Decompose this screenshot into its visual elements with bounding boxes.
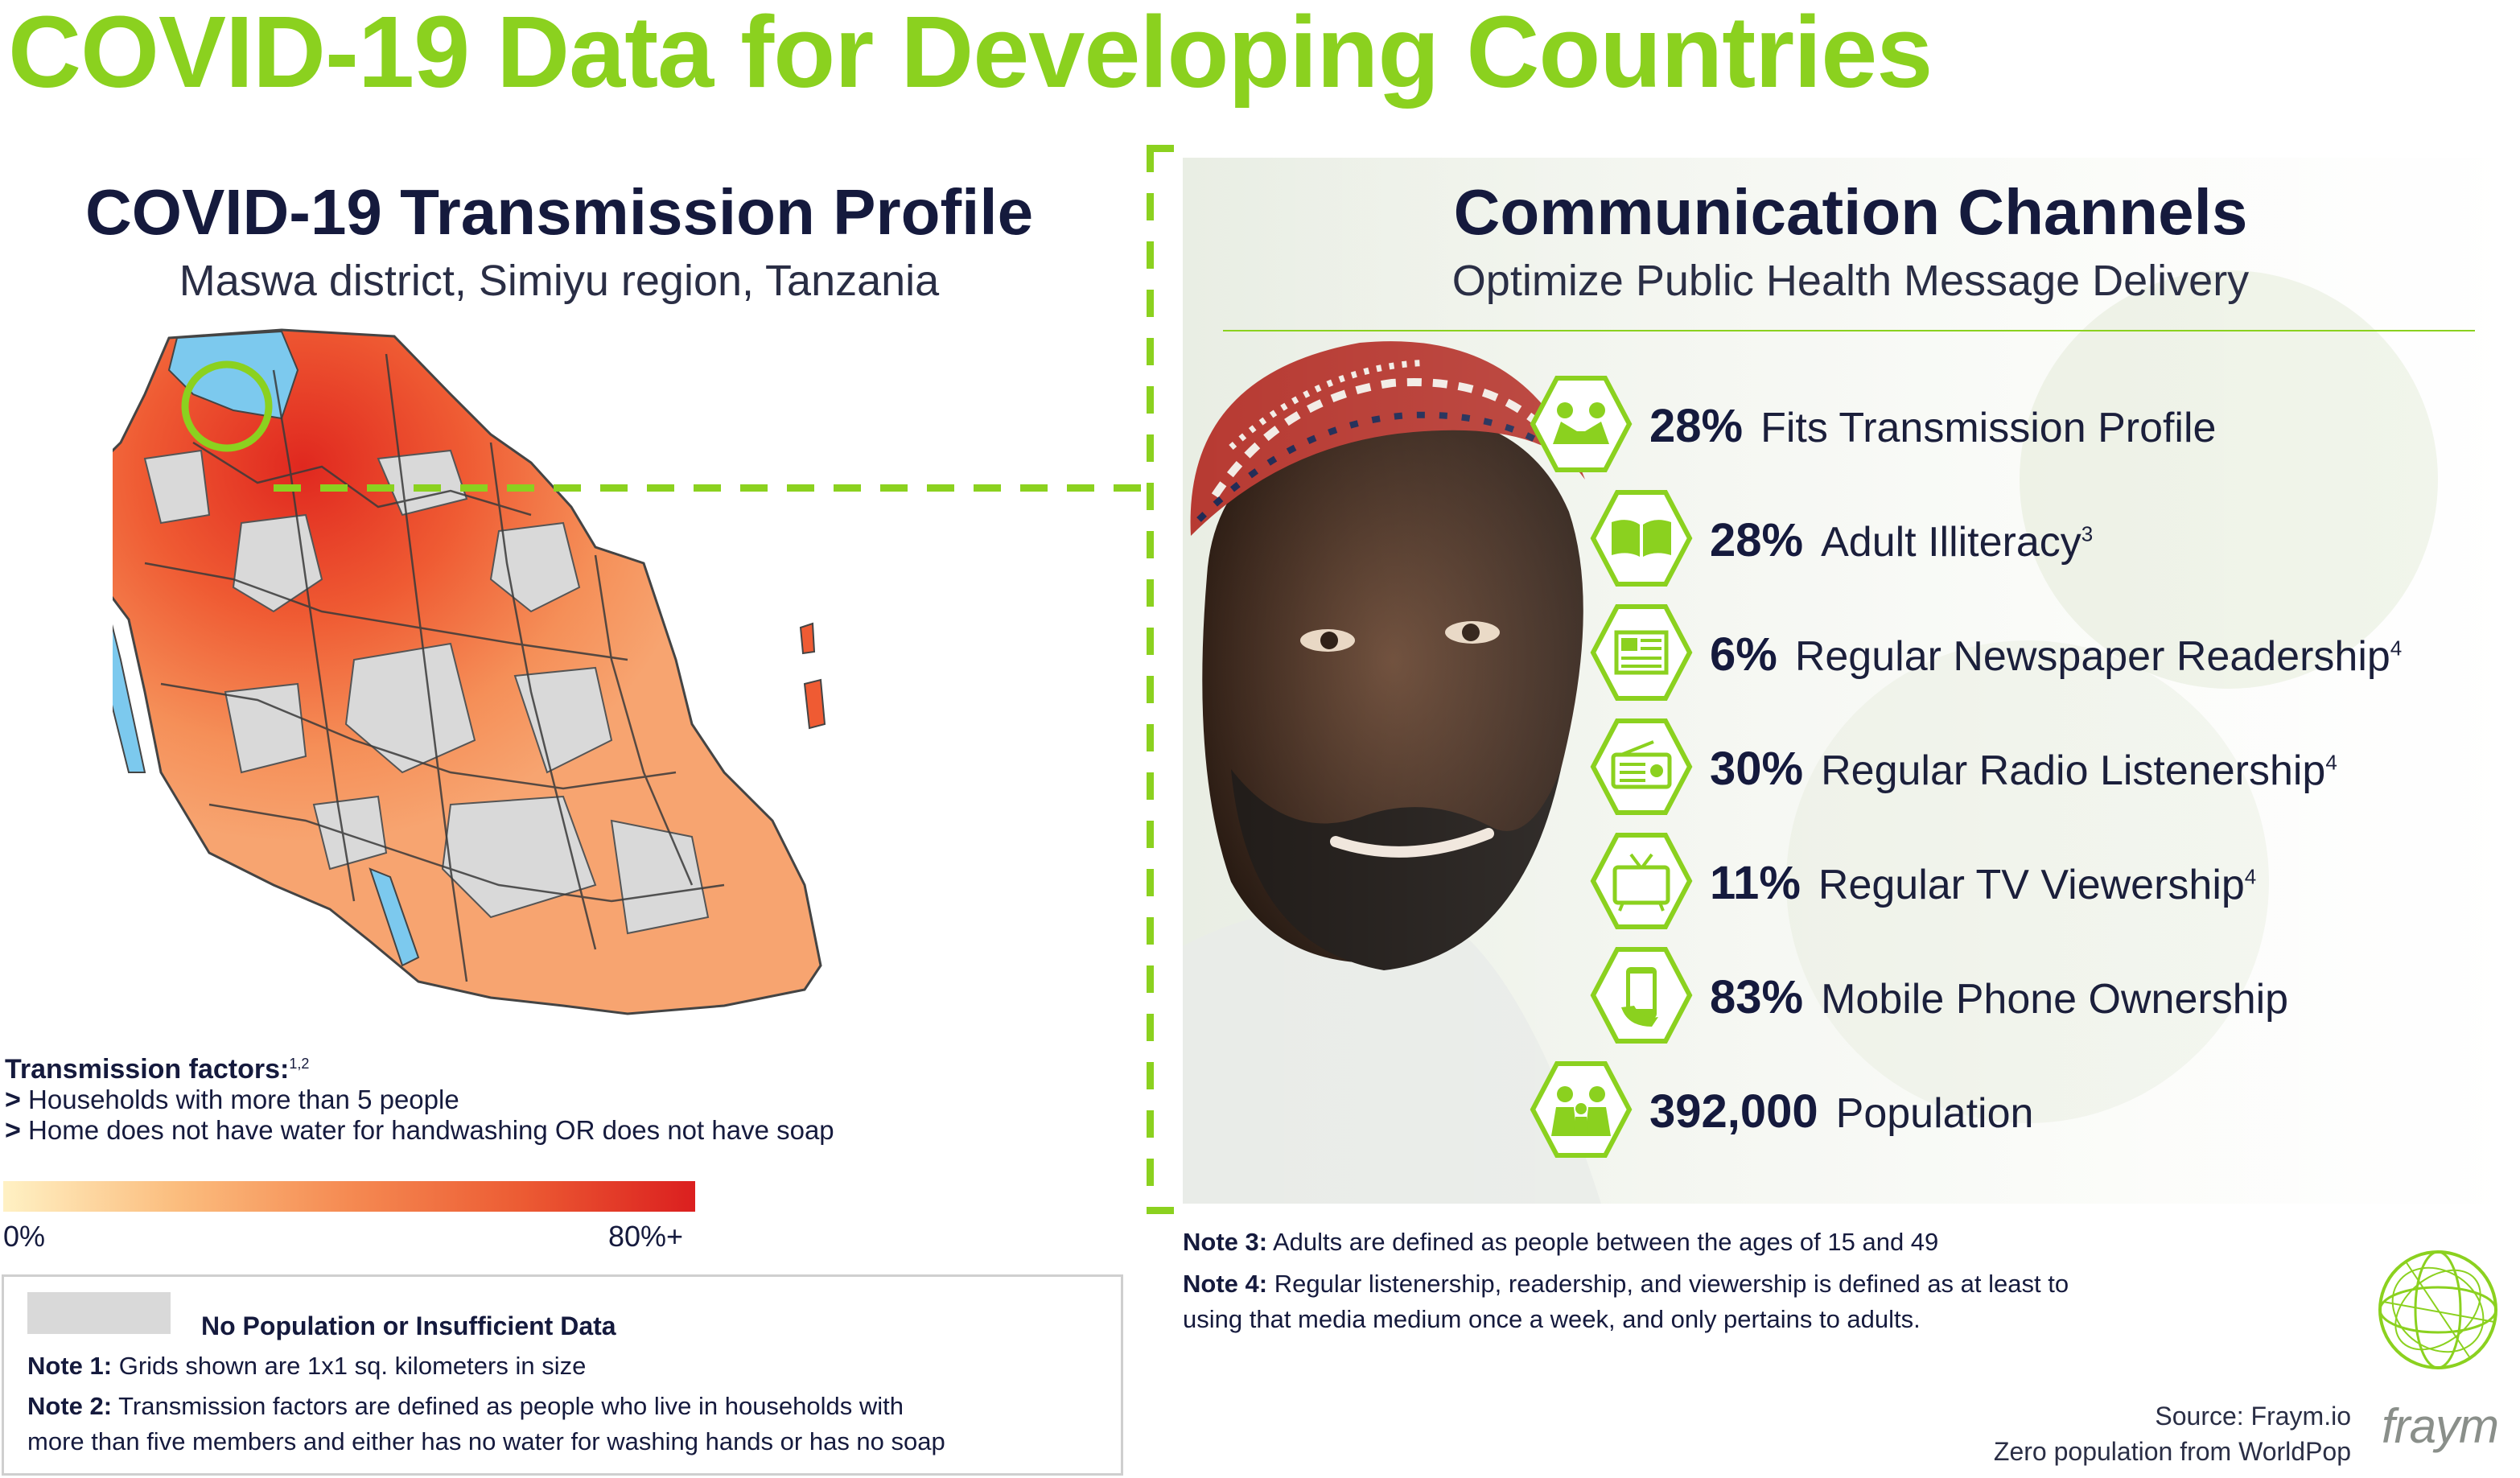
- factor-item: > Households with more than 5 people: [5, 1085, 459, 1115]
- channel-label: Mobile Phone Ownership: [1821, 976, 2289, 1023]
- right-notes: Note 3: Adults are defined as people bet…: [1183, 1225, 2069, 1337]
- channel-value: 28%: [1649, 400, 1744, 452]
- fraym-logo-globe: [2378, 1250, 2497, 1369]
- channel-value: 392,000: [1649, 1085, 1818, 1138]
- channel-label: Regular Newspaper Readership: [1794, 633, 2390, 680]
- lake-nyasa: [369, 867, 420, 967]
- title-divider: [1223, 330, 2475, 331]
- connector-line-top: [1147, 145, 1179, 152]
- communication-channels-title: Communication Channels: [1453, 176, 2248, 248]
- main-title: COVID-19 Data for Developing Countries: [8, 0, 1933, 109]
- no-data-label: No Population or Insufficient Data: [201, 1311, 616, 1340]
- transmission-factors: Transmission factors:1,2 > Households wi…: [5, 1048, 834, 1146]
- pemba-island: [799, 622, 816, 655]
- no-data-swatch: [27, 1292, 171, 1334]
- book-icon: [1590, 490, 1693, 587]
- factor-item: > Home does not have water for handwashi…: [5, 1115, 834, 1146]
- fraym-wordmark: fraym: [2382, 1399, 2499, 1453]
- factors-heading: Transmission factors:: [5, 1054, 290, 1085]
- mobile-phone-icon: [1590, 947, 1693, 1044]
- tv-icon: [1590, 833, 1693, 929]
- note-2: Note 2: Transmission factors are defined…: [27, 1392, 945, 1455]
- note-1: Note 1: Grids shown are 1x1 sq. kilomete…: [27, 1352, 587, 1380]
- factors-sup: 1,2: [289, 1056, 310, 1072]
- source-credit: Source: Fraym.io Zero population from Wo…: [1993, 1402, 2351, 1466]
- newspaper-icon: [1590, 604, 1693, 701]
- maswa-highlight-circle: [181, 360, 273, 452]
- channel-value: 28%: [1710, 514, 1804, 566]
- channel-label: Regular TV Viewership: [1818, 862, 2245, 908]
- channel-value: 30%: [1710, 743, 1804, 795]
- channel-label: Fits Transmission Profile: [1760, 405, 2217, 451]
- tanzania-outline: [79, 328, 822, 1015]
- note-3: Note 3: Adults are defined as people bet…: [1183, 1228, 1939, 1256]
- channel-value: 6%: [1710, 628, 1777, 681]
- channel-value: 11%: [1710, 857, 1801, 909]
- people-meeting-icon: [1530, 376, 1633, 472]
- channels-list: 28% Fits Transmission Profile 28% Adult Il…: [1529, 372, 2494, 1168]
- left-notes-box: [2, 1274, 1123, 1476]
- channel-value: 83%: [1710, 971, 1804, 1023]
- tanzania-heat-map: [79, 322, 949, 1030]
- legend-max-label: 80%+: [608, 1220, 684, 1253]
- channel-label: Adult Illiteracy: [1821, 519, 2081, 566]
- note-4: Note 4: Regular listenership, readership…: [1183, 1270, 2069, 1333]
- connector-line-horizontal: [274, 484, 1154, 492]
- legend-min-label: 0%: [3, 1220, 46, 1253]
- channel-label: Population: [1835, 1090, 2034, 1137]
- radio-icon: [1590, 718, 1693, 815]
- heat-legend-bar: [3, 1181, 695, 1212]
- zanzibar-island: [803, 678, 826, 730]
- transmission-profile-title: COVID-19 Transmission Profile: [84, 176, 1034, 248]
- connector-line-bottom: [1147, 1207, 1179, 1214]
- channels-subtitle: Optimize Public Health Message Delivery: [1451, 257, 2250, 305]
- channel-label: Regular Radio Listenership: [1821, 747, 2326, 794]
- man-portrait-photo: [1183, 158, 2510, 1204]
- photo-panel: [1183, 158, 2510, 1204]
- location-subtitle: Maswa district, Simiyu region, Tanzania: [179, 257, 940, 305]
- connector-line-vertical: [1147, 145, 1154, 1207]
- family-icon: [1530, 1061, 1633, 1158]
